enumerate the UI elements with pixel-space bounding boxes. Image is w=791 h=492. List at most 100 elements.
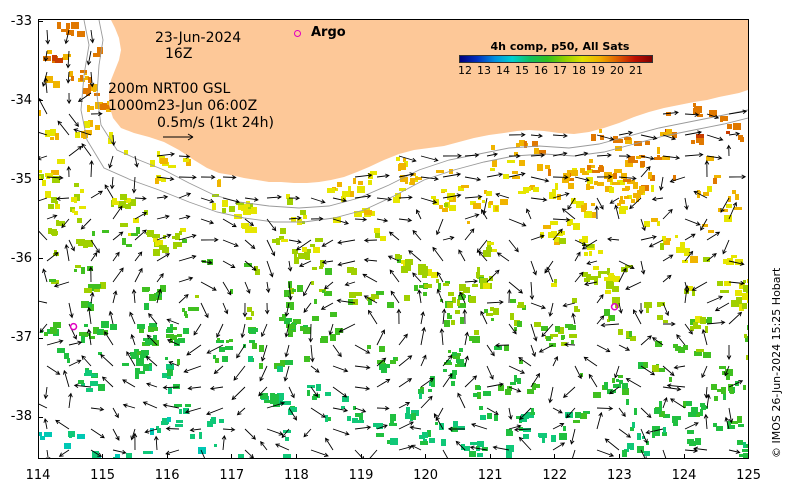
sst-pixel xyxy=(390,419,394,425)
sst-pixel xyxy=(84,324,88,327)
sst-pixel xyxy=(280,360,285,367)
sst-pixel xyxy=(604,309,610,316)
sst-pixel xyxy=(574,306,578,309)
sst-pixel xyxy=(725,290,729,293)
current-vector xyxy=(420,377,435,388)
sst-pixel xyxy=(639,186,645,193)
sst-pixel xyxy=(292,249,298,254)
current-vector xyxy=(706,134,724,142)
current-vector xyxy=(469,445,488,451)
sst-pixel xyxy=(244,263,252,267)
sst-pixel xyxy=(666,112,671,116)
sst-pixel xyxy=(455,364,460,367)
sst-pixel xyxy=(648,172,652,179)
sst-pixel xyxy=(348,186,351,191)
sst-pixel xyxy=(341,406,345,409)
sst-pixel xyxy=(530,412,535,415)
sst-pixel xyxy=(469,296,476,303)
current-vector xyxy=(146,334,158,346)
colorbar-tick: 15 xyxy=(515,64,529,77)
sst-pixel xyxy=(652,426,660,431)
sst-pixel xyxy=(52,176,60,183)
current-vector xyxy=(662,302,670,317)
current-vector xyxy=(548,386,554,404)
sst-pixel xyxy=(695,316,702,323)
sst-pixel xyxy=(721,387,726,394)
current-vector xyxy=(260,441,268,451)
current-vector xyxy=(46,251,59,262)
sst-pixel xyxy=(735,290,742,296)
sst-pixel xyxy=(185,404,191,407)
sst-pixel xyxy=(88,120,93,127)
current-vector xyxy=(244,281,251,294)
current-vector xyxy=(68,392,73,409)
sst-pixel xyxy=(539,150,546,155)
sst-pixel xyxy=(435,422,438,425)
current-vector xyxy=(57,120,70,136)
sst-pixel xyxy=(592,212,596,218)
sst-pixel xyxy=(347,416,351,421)
sst-pixel xyxy=(324,291,332,296)
sst-pixel xyxy=(582,236,588,243)
current-vector xyxy=(398,355,413,367)
current-vector xyxy=(420,326,426,346)
current-vector xyxy=(728,311,743,325)
current-vector xyxy=(410,444,422,451)
sst-pixel xyxy=(277,393,284,400)
sst-pixel xyxy=(726,131,730,134)
sst-pixel xyxy=(51,170,59,175)
lat-tick-label: -33 xyxy=(10,14,32,29)
current-vector xyxy=(122,403,136,409)
sst-pixel xyxy=(581,205,586,212)
current-vector xyxy=(662,386,682,392)
sst-pixel xyxy=(226,340,229,343)
current-vector xyxy=(354,407,367,413)
sst-pixel xyxy=(98,384,105,391)
current-vector xyxy=(90,449,102,457)
lat-tick-mark xyxy=(38,417,43,418)
sst-pixel xyxy=(489,283,492,289)
colorbar-tick: 17 xyxy=(553,64,567,77)
sst-pixel xyxy=(598,250,603,254)
sst-pixel xyxy=(302,247,307,252)
current-vector xyxy=(684,323,693,335)
sst-pixel xyxy=(528,187,531,191)
sst-pixel xyxy=(399,188,406,191)
sst-pixel xyxy=(97,47,103,54)
current-vector xyxy=(640,428,648,444)
sst-pixel xyxy=(122,238,126,245)
sst-pixel xyxy=(728,196,731,202)
current-vector xyxy=(398,155,417,163)
sst-pixel xyxy=(738,424,744,427)
sst-pixel xyxy=(604,382,608,389)
current-vector xyxy=(310,365,320,373)
sst-pixel xyxy=(81,301,89,308)
current-vector xyxy=(640,365,656,376)
colorbar-tick: 13 xyxy=(477,64,491,77)
current-vector xyxy=(222,260,236,268)
sst-pixel xyxy=(582,171,589,175)
current-vector xyxy=(100,354,114,367)
current-vector xyxy=(596,449,615,457)
sst-pixel xyxy=(52,55,57,61)
lat-tick-label: -36 xyxy=(10,251,32,266)
lon-tick-label: 114 xyxy=(25,468,51,483)
sst-pixel xyxy=(313,247,320,253)
sst-pixel xyxy=(654,408,661,414)
current-vector xyxy=(240,323,246,339)
current-vector xyxy=(700,218,708,231)
sst-pixel xyxy=(144,303,149,310)
current-vector xyxy=(134,229,147,241)
argo-float-marker xyxy=(69,322,78,331)
sst-pixel xyxy=(444,362,452,365)
current-vector xyxy=(354,425,372,430)
sst-pixel xyxy=(328,417,331,421)
sst-pixel xyxy=(703,352,711,358)
sst-pixel xyxy=(731,421,738,424)
sst-pixel xyxy=(176,420,183,423)
sst-pixel xyxy=(431,196,436,199)
current-vector xyxy=(574,365,582,380)
current-vector xyxy=(288,195,301,201)
current-vector xyxy=(486,172,504,178)
current-vector xyxy=(581,239,598,250)
